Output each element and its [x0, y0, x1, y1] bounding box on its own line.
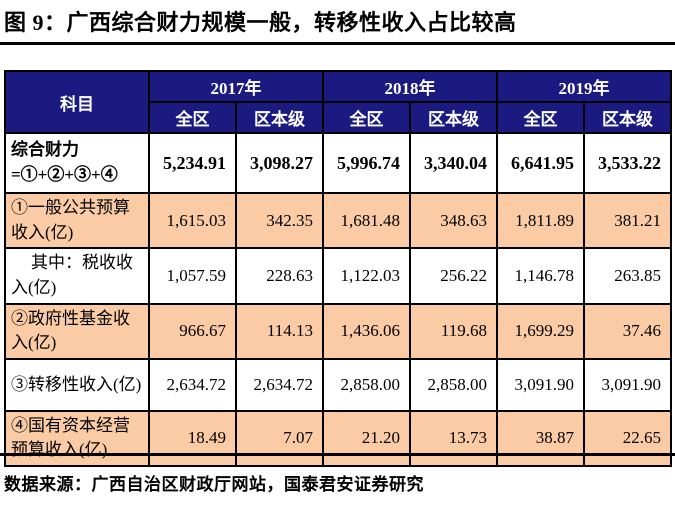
year-header-2018: 2018年: [322, 70, 498, 103]
value-cell: 1,436.06: [322, 302, 411, 360]
title-rule: [0, 42, 675, 45]
fiscal-table-container: 科目 2017年 2018年 2019年 全区 区本级 全区 区本级 全区 区本…: [4, 70, 675, 468]
row-label: ②政府性基金收入(亿): [4, 302, 150, 360]
year-header-2019: 2019年: [496, 70, 672, 103]
value-cell: 342.35: [235, 191, 324, 250]
value-cell: 263.85: [583, 247, 672, 305]
subheader-cell: 全区: [322, 101, 411, 134]
value-cell: 1,122.03: [322, 247, 411, 305]
value-cell: 1,681.48: [322, 191, 411, 250]
value-cell: 1,057.59: [148, 247, 237, 305]
value-cell: 381.21: [583, 191, 672, 250]
bottom-rule: [0, 453, 675, 456]
table-row: ②政府性基金收入(亿) 966.67 114.13 1,436.06 119.6…: [4, 302, 672, 360]
value-cell: 5,996.74: [322, 132, 411, 194]
value-cell: 18.49: [148, 409, 237, 468]
table-row: ③转移性收入(亿) 2,634.72 2,634.72 2,858.00 2,8…: [4, 357, 672, 412]
header-row-years: 科目 2017年 2018年 2019年: [4, 70, 672, 134]
value-cell: 348.63: [409, 191, 498, 250]
value-cell: 1,811.89: [496, 191, 585, 250]
fiscal-table: 科目 2017年 2018年 2019年 全区 区本级 全区 区本级 全区 区本…: [4, 70, 672, 468]
value-cell: 256.22: [409, 247, 498, 305]
year-header-2017: 2017年: [148, 70, 324, 103]
value-cell: 119.68: [409, 302, 498, 360]
value-cell: 37.46: [583, 302, 672, 360]
table-row: 其中：税收收入(亿) 1,057.59 228.63 1,122.03 256.…: [4, 247, 672, 305]
value-cell: 114.13: [235, 302, 324, 360]
row-label: ③转移性收入(亿): [4, 357, 150, 412]
value-cell: 1,615.03: [148, 191, 237, 250]
value-cell: 3,091.90: [496, 357, 585, 412]
value-cell: 13.73: [409, 409, 498, 468]
value-cell: 3,533.22: [583, 132, 672, 194]
subheader-cell: 全区: [148, 101, 237, 134]
table-row: ④国有资本经营预算收入(亿) 18.49 7.07 21.20 13.73 38…: [4, 409, 672, 468]
value-cell: 2,634.72: [235, 357, 324, 412]
value-cell: 38.87: [496, 409, 585, 468]
subheader-cell: 区本级: [409, 101, 498, 134]
table-row: ①一般公共预算收入(亿) 1,615.03 342.35 1,681.48 34…: [4, 191, 672, 250]
table-row: 综合财力=①+②+③+④ 5,234.91 3,098.27 5,996.74 …: [4, 132, 672, 194]
figure-title: 图 9：广西综合财力规模一般，转移性收入占比较高: [4, 10, 517, 35]
value-cell: 2,858.00: [322, 357, 411, 412]
value-cell: 1,146.78: [496, 247, 585, 305]
value-cell: 21.20: [322, 409, 411, 468]
row-label: 其中：税收收入(亿): [4, 247, 150, 305]
value-cell: 1,699.29: [496, 302, 585, 360]
subheader-cell: 区本级: [235, 101, 324, 134]
header-row-scope: 全区 区本级 全区 区本级 全区 区本级: [5, 101, 672, 134]
value-cell: 228.63: [235, 247, 324, 305]
value-cell: 5,234.91: [148, 132, 237, 194]
value-cell: 3,340.04: [409, 132, 498, 194]
row-label: 综合财力=①+②+③+④: [4, 132, 150, 194]
corner-header-cell: 科目: [4, 70, 150, 134]
subheader-cell: 区本级: [583, 101, 672, 134]
value-cell: 966.67: [148, 302, 237, 360]
value-cell: 3,098.27: [235, 132, 324, 194]
value-cell: 3,091.90: [583, 357, 672, 412]
value-cell: 2,634.72: [148, 357, 237, 412]
value-cell: 22.65: [583, 409, 672, 468]
row-label: ④国有资本经营预算收入(亿): [4, 409, 150, 468]
value-cell: 2,858.00: [409, 357, 498, 412]
row-label: ①一般公共预算收入(亿): [4, 191, 150, 250]
value-cell: 7.07: [235, 409, 324, 468]
subheader-cell: 全区: [496, 101, 585, 134]
value-cell: 6,641.95: [496, 132, 585, 194]
source-note: 数据来源：广西自治区财政厅网站，国泰君安证券研究: [4, 475, 424, 494]
